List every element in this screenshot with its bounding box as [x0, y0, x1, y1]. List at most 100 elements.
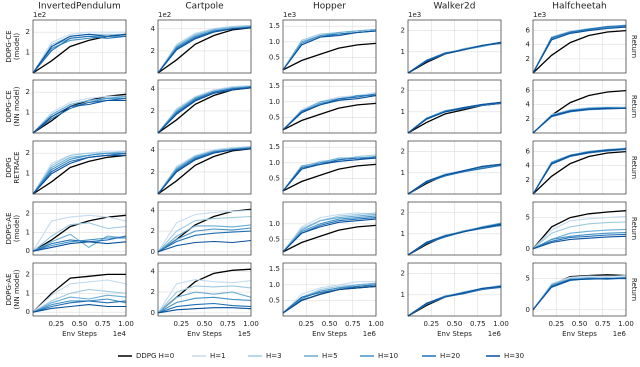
- legend-label: H=5: [322, 352, 338, 360]
- y-tick-label: 1.5: [269, 143, 280, 151]
- series-line: [282, 212, 377, 253]
- y-tick-label: 1: [401, 291, 405, 299]
- panel: 0.25 0.50 0.75 1.00 0 2 4 1e5 Env Steps: [151, 262, 259, 338]
- y-tick-label: 6: [526, 148, 531, 156]
- right-label: Return: [630, 217, 638, 240]
- panel: 12: [401, 201, 502, 256]
- y-tick-label: 2: [26, 28, 30, 36]
- y-tick-label: 2: [151, 288, 155, 296]
- y-tick-label: 2: [26, 149, 30, 157]
- panel: 1 2 DDPG RETRACE: [5, 140, 127, 195]
- y-tick-label: 1.0: [269, 98, 280, 106]
- series-line: [532, 274, 627, 311]
- panel: 0.5 1.0 1.5 Hopper 1e3: [269, 2, 377, 74]
- y-offset-label: 1e2: [158, 11, 171, 19]
- panel-title: Walker2d: [434, 2, 476, 12]
- series-line: [32, 95, 126, 134]
- right-label: Return: [630, 35, 638, 58]
- axes-frame: [282, 79, 377, 134]
- series-line: [282, 157, 376, 192]
- series-line: [282, 157, 377, 192]
- panel-title: InvertedPendulum: [38, 2, 120, 12]
- series-line: [32, 279, 127, 313]
- y-offset-label: 1e3: [408, 11, 421, 19]
- y-tick-label: 1: [401, 48, 405, 56]
- panel: 2 4 6 Return: [526, 140, 638, 195]
- axes-frame: [407, 140, 502, 195]
- legend-label: H=3: [266, 352, 282, 360]
- panel: 24: [151, 140, 252, 195]
- series-line: [532, 29, 627, 74]
- x-axis-label: Env Steps: [437, 330, 472, 338]
- y-tick-label: 2: [151, 47, 155, 55]
- y-tick-label: 1.0: [269, 38, 280, 46]
- y-tick-label: 1: [26, 289, 30, 297]
- row-label: (NN model): [13, 86, 21, 126]
- y-tick-label: 2: [401, 148, 405, 156]
- y-tick-label: 1.0: [269, 281, 280, 289]
- x-tick-label: 0.75: [470, 320, 486, 328]
- series-line: [407, 101, 502, 134]
- y-tick-label: 2: [526, 55, 530, 63]
- y-tick-label: 1.5: [269, 82, 280, 90]
- y-tick-label: 2: [151, 227, 155, 235]
- y-offset-label: 1e3: [533, 11, 546, 19]
- y-tick-label: 4: [526, 162, 531, 170]
- series-line: [407, 223, 502, 256]
- axes-frame: [532, 19, 627, 74]
- series-line: [282, 42, 377, 71]
- x-offset-label: 1e6: [488, 330, 502, 338]
- right-label: Return: [630, 156, 638, 179]
- axes-frame: [32, 19, 127, 74]
- axes-frame: [532, 201, 627, 256]
- y-tick-label: 0.5: [269, 174, 280, 182]
- y-tick-label: 1: [401, 230, 405, 238]
- legend-label: H=10: [378, 352, 398, 360]
- series-line: [32, 288, 127, 313]
- series-line: [532, 148, 627, 195]
- row-label: (NN model): [13, 269, 21, 309]
- right-label: Return: [630, 278, 638, 301]
- x-axis-label: Env Steps: [62, 330, 97, 338]
- x-tick-label: 0.75: [595, 320, 611, 328]
- y-tick-label: 0.5: [269, 53, 280, 61]
- series-line: [32, 154, 126, 195]
- series-line: [157, 87, 252, 134]
- panel-title: Cartpole: [185, 2, 224, 12]
- x-tick-label: 0.25: [548, 320, 564, 328]
- y-tick-label: 0: [526, 306, 530, 314]
- series-line: [32, 214, 127, 252]
- series-line: [157, 209, 252, 253]
- y-tick-label: 4: [526, 41, 531, 49]
- x-offset-label: 1e6: [363, 330, 377, 338]
- x-tick-label: 0.50: [447, 320, 463, 328]
- series-line: [282, 281, 376, 314]
- axes-frame: [32, 140, 127, 195]
- series-line: [407, 164, 502, 195]
- panel: 0 1 2 DDPG-AE (model): [5, 201, 127, 256]
- y-tick-label: 4: [151, 146, 156, 154]
- row-label: DDPG: [5, 157, 13, 177]
- y-tick-label: 0.5: [269, 296, 280, 304]
- axes-frame: [407, 201, 502, 256]
- panel-title: Halfcheetah: [552, 2, 606, 12]
- row-label: DDPG-CE: [5, 90, 13, 122]
- axes-frame: [282, 19, 377, 74]
- series-line: [282, 212, 377, 253]
- y-tick-label: 2: [26, 270, 30, 278]
- x-tick-label: 0.50: [572, 320, 588, 328]
- x-offset-label: 1e6: [613, 330, 627, 338]
- axes-frame: [32, 79, 127, 134]
- x-offset-label: 1e4: [113, 330, 127, 338]
- row-label: (model): [13, 33, 21, 61]
- series-line: [282, 224, 377, 253]
- y-tick-label: 2: [26, 88, 30, 96]
- y-tick-label: 6: [526, 27, 531, 35]
- x-tick-label: 1.00: [243, 320, 259, 328]
- series-line: [32, 298, 127, 313]
- panel: 0.25 0.50 0.75 1.00 1 2 1e6 Env Steps: [401, 262, 509, 338]
- series-line: [282, 28, 377, 71]
- y-tick-label: 2: [401, 270, 405, 278]
- series-line: [157, 279, 252, 314]
- panel: 1 2 Walker2d 1e3: [401, 2, 502, 74]
